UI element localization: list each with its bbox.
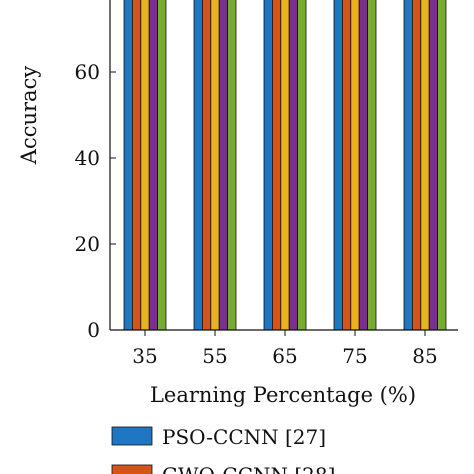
y-tick-label-60: 60 — [75, 60, 100, 84]
bar-35-series-1 — [123, 0, 133, 331]
bar-55-series-4 — [218, 0, 228, 331]
bar-85-series-2 — [411, 0, 422, 331]
bar-55-series-5 — [227, 0, 237, 331]
bar-65-series-3 — [280, 0, 290, 331]
y-axis-ticks: 0 20 40 60 — [75, 60, 116, 342]
bar-35-series-2 — [131, 0, 142, 331]
bar-55-series-3 — [210, 0, 220, 331]
y-tick-label-20: 20 — [75, 232, 100, 256]
x-axis-ticks: 35 55 65 75 85 — [132, 330, 438, 368]
bar-35-series-4 — [148, 0, 158, 331]
bar-85-series-3 — [420, 0, 430, 331]
x-tick-label-75: 75 — [342, 344, 367, 368]
bar-85-series-1 — [403, 0, 413, 331]
bar-35-series-5 — [157, 0, 167, 331]
bar-55-series-1 — [193, 0, 203, 331]
legend: PSO-CCNN [27] GWO-CCNN [28] — [111, 425, 335, 474]
y-tick-label-40: 40 — [75, 146, 100, 170]
plot-area — [123, 0, 447, 331]
bar-65-series-1 — [263, 0, 273, 331]
bar-85-series-4 — [428, 0, 439, 331]
y-tick-label-0: 0 — [87, 318, 100, 342]
bar-75-series-1 — [333, 0, 343, 331]
x-tick-label-85: 85 — [412, 344, 437, 368]
x-tick-label-65: 65 — [272, 344, 297, 368]
bar-75-series-3 — [350, 0, 360, 331]
bar-55-series-2 — [201, 0, 212, 331]
legend-swatch-series-2 — [111, 464, 153, 474]
x-tick-label-55: 55 — [202, 344, 227, 368]
x-tick-label-35: 35 — [132, 344, 157, 368]
legend-swatch-series-1 — [111, 426, 153, 446]
legend-label-series-1: PSO-CCNN [27] — [162, 425, 326, 449]
bar-75-series-2 — [341, 0, 352, 331]
bar-85-series-5 — [437, 0, 447, 331]
x-axis-label: Learning Percentage (%) — [150, 383, 416, 407]
bar-75-series-4 — [358, 0, 369, 331]
bar-75-series-5 — [367, 0, 377, 331]
y-axis-label: Accuracy — [17, 66, 41, 166]
bar-65-series-5 — [297, 0, 307, 331]
legend-label-series-2: GWO-CCNN [28] — [162, 463, 335, 474]
bar-65-series-4 — [288, 0, 299, 331]
bar-35-series-3 — [140, 0, 150, 331]
bar-65-series-2 — [271, 0, 282, 331]
